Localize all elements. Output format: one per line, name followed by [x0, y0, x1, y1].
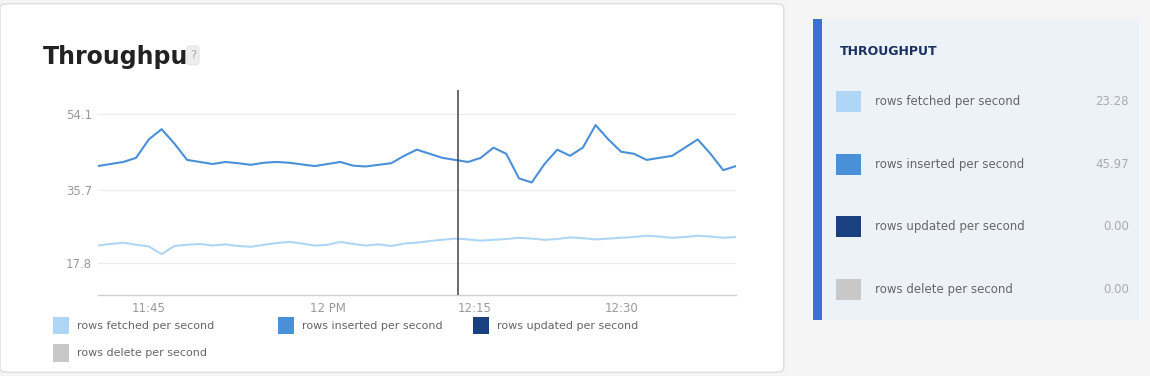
Text: rows delete per second: rows delete per second	[77, 348, 207, 358]
Bar	[278, 317, 293, 334]
Bar	[53, 317, 69, 334]
Bar	[813, 19, 822, 320]
Bar	[836, 154, 860, 175]
FancyBboxPatch shape	[0, 4, 784, 372]
Text: rows updated per second: rows updated per second	[875, 220, 1025, 233]
Text: 0.00: 0.00	[1103, 220, 1129, 233]
Text: rows inserted per second: rows inserted per second	[301, 321, 443, 331]
Text: rows delete per second: rows delete per second	[875, 283, 1012, 296]
Bar	[836, 279, 860, 300]
Text: rows updated per second: rows updated per second	[497, 321, 638, 331]
Text: Throughput: Throughput	[44, 45, 200, 69]
Text: rows fetched per second: rows fetched per second	[875, 95, 1020, 108]
Bar	[836, 216, 860, 237]
Text: rows fetched per second: rows fetched per second	[77, 321, 214, 331]
Text: 23.28: 23.28	[1096, 95, 1129, 108]
Text: rows inserted per second: rows inserted per second	[875, 158, 1024, 171]
Bar	[474, 317, 490, 334]
Bar	[836, 91, 860, 112]
Text: THROUGHPUT: THROUGHPUT	[840, 45, 937, 58]
Text: 45.97: 45.97	[1095, 158, 1129, 171]
Bar	[53, 344, 69, 362]
Text: ?: ?	[190, 49, 197, 62]
Text: 0.00: 0.00	[1103, 283, 1129, 296]
Bar	[813, 19, 1140, 320]
